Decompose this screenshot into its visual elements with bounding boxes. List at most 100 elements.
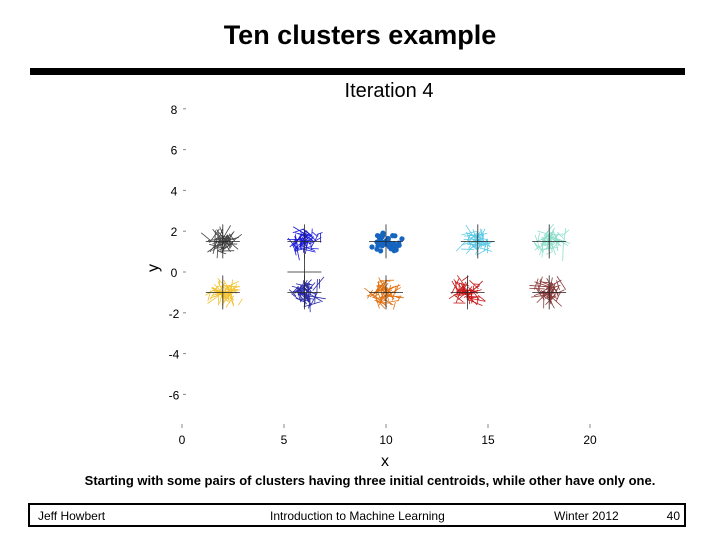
data-point [556, 276, 567, 290]
centroid-marker [369, 275, 403, 310]
cluster-8 [364, 277, 404, 310]
data-point [391, 243, 397, 250]
data-point [219, 226, 224, 235]
data-point [388, 300, 399, 303]
data-point [540, 236, 556, 245]
data-point [385, 299, 392, 306]
data-point [467, 235, 471, 242]
data-point [537, 230, 551, 236]
data-point [536, 295, 545, 304]
data-point [225, 288, 237, 293]
data-point [238, 298, 243, 306]
data-point [474, 241, 486, 246]
data-point [223, 285, 240, 294]
data-point [373, 293, 380, 298]
data-point [217, 250, 227, 255]
slide-caption: Starting with some pairs of clusters hav… [84, 473, 656, 488]
data-point [312, 276, 325, 291]
y-tick-label: 2 [171, 225, 178, 239]
data-point [314, 292, 316, 305]
data-point [216, 229, 228, 243]
centroid-marker [532, 275, 567, 310]
footer-course: Introduction to Machine Learning [270, 509, 445, 523]
data-point [556, 238, 571, 244]
data-point [556, 232, 565, 240]
data-point [461, 230, 477, 236]
data-point [386, 242, 392, 248]
data-point [304, 281, 312, 296]
data-point [294, 234, 298, 245]
x-tick-label: 0 [179, 433, 186, 447]
data-point [455, 241, 466, 252]
data-point [369, 244, 375, 250]
data-point [383, 289, 386, 301]
data-point [302, 283, 310, 293]
x-tick-label: 20 [583, 433, 597, 447]
centroid-marker [450, 275, 485, 310]
data-point [371, 296, 387, 302]
data-point [385, 235, 391, 242]
data-point [387, 284, 392, 295]
data-point [209, 244, 220, 247]
data-point [288, 289, 297, 297]
cluster-2 [287, 226, 323, 261]
data-point [461, 283, 467, 294]
data-point [556, 280, 560, 291]
data-point [542, 231, 552, 242]
data-point [470, 232, 484, 239]
data-point [529, 287, 545, 290]
data-point [303, 301, 321, 308]
y-tick-label: -2 [169, 307, 180, 321]
y-tick-label: 8 [171, 103, 178, 117]
data-point [296, 298, 306, 303]
x-tick-label: 15 [481, 433, 495, 447]
data-point [455, 286, 463, 304]
centroid-marker [287, 275, 322, 310]
data-point [476, 247, 490, 256]
data-point [367, 289, 373, 299]
data-point [547, 295, 555, 309]
data-point [312, 231, 318, 238]
slide-title: Ten clusters example [223, 20, 497, 50]
data-point [477, 232, 488, 236]
data-point [551, 286, 560, 301]
data-point [214, 292, 221, 298]
cluster-6 [205, 278, 243, 308]
data-point [392, 233, 398, 239]
x-tick-label: 10 [379, 433, 393, 447]
data-point [454, 286, 464, 295]
x-axis-label: x [381, 453, 389, 470]
data-point [295, 245, 300, 261]
data-point [550, 282, 559, 296]
data-point [291, 293, 299, 299]
data-point [549, 287, 552, 305]
data-point [200, 232, 211, 241]
data-point [374, 239, 380, 245]
data-point [374, 280, 387, 295]
data-point [215, 246, 228, 249]
data-point [295, 246, 311, 252]
data-point [316, 232, 323, 235]
data-point [309, 293, 323, 303]
data-point [455, 293, 468, 297]
cluster-5 [533, 223, 571, 262]
y-tick-label: -4 [169, 348, 180, 362]
data-point [316, 279, 318, 294]
cluster-1 [200, 225, 242, 259]
data-point [480, 228, 485, 244]
data-point [545, 295, 557, 299]
data-point [220, 236, 225, 253]
data-point [551, 288, 558, 291]
data-point [456, 275, 465, 286]
data-point [543, 243, 552, 247]
data-point [380, 232, 386, 238]
data-point [381, 240, 387, 246]
y-tick-label: 4 [171, 184, 178, 198]
chart-title: Iteration 4 [345, 80, 434, 102]
data-point [207, 295, 220, 304]
data-point [539, 241, 545, 256]
data-point [547, 236, 562, 242]
data-point [224, 284, 233, 291]
data-point [394, 284, 400, 294]
data-point [397, 295, 401, 302]
